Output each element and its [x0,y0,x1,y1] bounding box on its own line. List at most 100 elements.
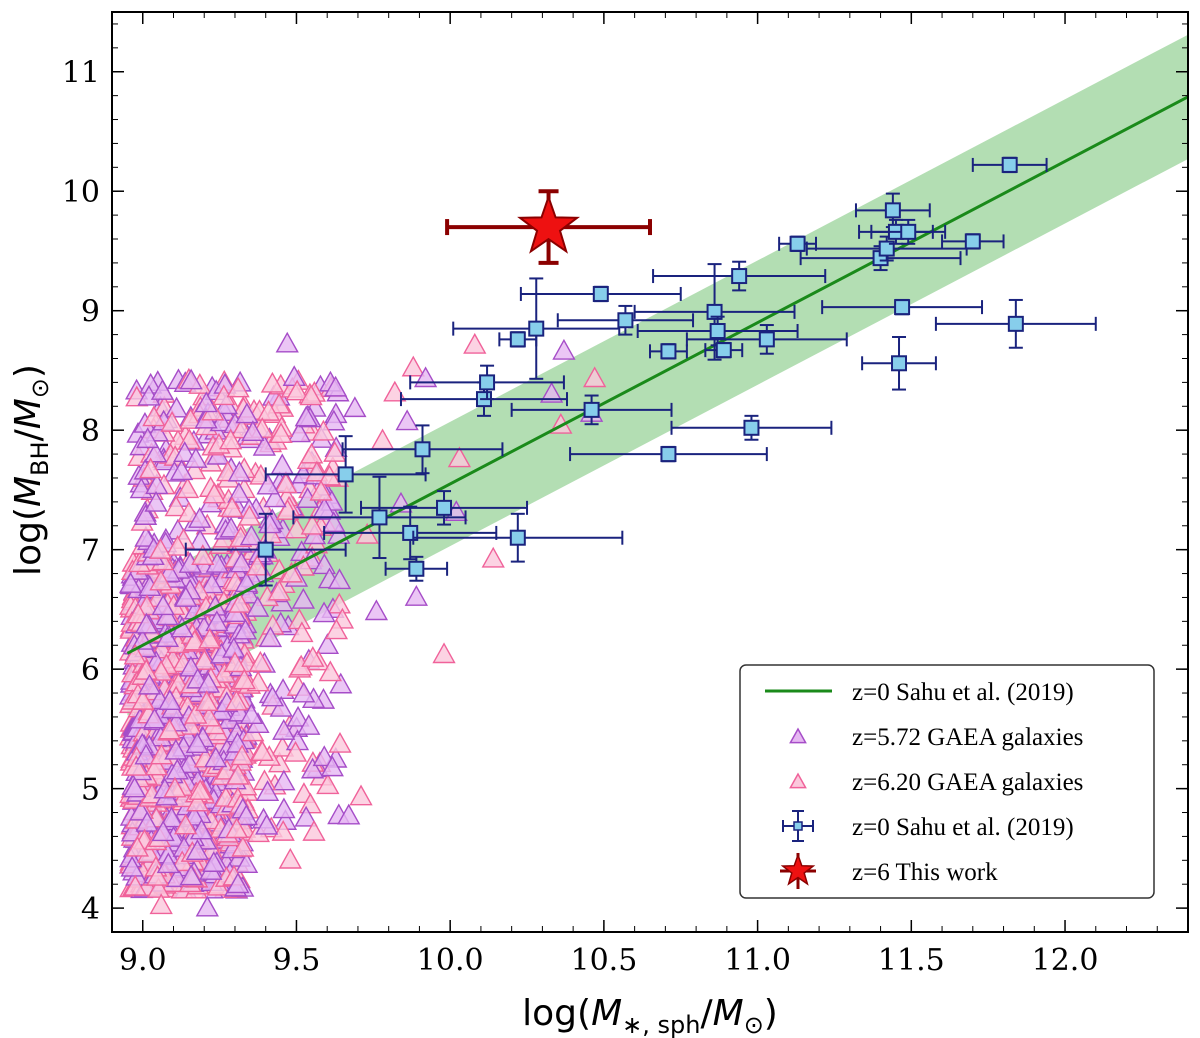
sahu-data-point [556,304,695,336]
gaea-galaxy-point [196,671,220,693]
gaea-galaxy-point [255,813,279,835]
gaea-galaxy-point [219,516,243,538]
gaea-galaxy-point [233,618,258,640]
gaea-galaxy-point [134,658,158,680]
axis-ticks [112,12,1188,933]
gaea-galaxy-point [192,649,217,670]
legend-label-gaea-620: z=6.20 GAEA galaxies [852,769,1083,796]
x-tick-label: 11.5 [878,943,945,978]
gaea-galaxy-point [126,602,150,624]
sahu-data-point [409,364,565,401]
gaea-galaxy-point [202,851,226,872]
sahu-marker [592,285,609,302]
gaea-galaxy-point [272,769,296,791]
sahu-marker [371,509,388,526]
sahu-data-point [292,475,467,560]
gaea-galaxy-point [271,819,295,841]
sahu-marker [509,529,526,546]
gaea-galaxy-point [137,673,162,695]
sahu-marker [617,312,634,329]
this-work-star-marker [517,194,580,254]
x-tick-label: 11.0 [724,943,791,978]
legend-marker-gaea-620 [789,772,807,789]
gaea-galaxy-point [123,643,147,665]
gaea-galaxy-point [270,735,295,757]
gaea-galaxy-point [149,569,173,591]
sahu-data-point [685,324,848,355]
sahu-data-point [941,233,1005,250]
gaea-galaxy-point [320,755,344,777]
gaea-galaxies-layer [118,331,607,917]
x-tick-label: 12.0 [1032,943,1099,978]
gaea-galaxy-point [224,689,249,711]
gaea-galaxy-point [228,591,252,613]
gaea-galaxy-point [258,626,283,648]
gaea-galaxy-point [481,546,505,568]
gaea-galaxy-point [145,864,170,886]
gaea-galaxy-point [300,513,324,535]
gaea-galaxy-point [185,732,209,753]
gaea-galaxy-point [204,746,228,768]
gaea-galaxy-point [164,738,188,760]
gaea-galaxy-point [245,554,269,576]
gaea-galaxy-point [146,877,171,898]
gaea-galaxy-point [159,806,184,828]
gaea-galaxy-point [317,464,342,486]
gaea-galaxy-point [300,757,325,779]
gaea-galaxy-point [539,381,564,403]
sahu-marker [964,233,981,250]
gaea-galaxy-point [234,804,258,826]
gaea-galaxy-point [252,434,277,456]
relation-line [126,95,1188,655]
sahu-marker [660,446,677,463]
gaea-galaxy-point [165,534,190,556]
gaea-galaxy-point [151,820,175,842]
sahu-data-point [341,424,504,475]
sahu-data-point [652,260,827,292]
y-tick-label: 11 [62,56,100,91]
gaea-galaxy-point [226,872,250,894]
gaea-galaxy-point [300,442,324,464]
gaea-galaxy-point [267,392,291,414]
sahu-data-point [649,343,688,360]
gaea-galaxy-point [195,895,219,917]
gaea-galaxy-point [349,784,373,806]
sahu-marker [1007,315,1024,332]
x-tick-label: 9.0 [119,943,167,978]
gaea-galaxy-point [337,803,361,825]
gaea-galaxy-point [165,758,189,780]
gaea-galaxy-point [290,621,314,643]
sahu-marker [758,331,775,348]
gaea-galaxy-point [226,763,250,785]
sahu-data-point [861,335,937,391]
gaea-galaxy-point [229,551,254,573]
gaea-galaxy-point [299,384,323,406]
sahu-data-point [384,555,449,582]
gaea-galaxy-point [230,744,254,766]
gaea-galaxy-point [239,524,264,546]
gaea-galaxy-point [151,594,175,616]
sahu-marker [509,331,526,348]
gaea-galaxy-point [169,459,194,481]
sahu-marker [884,202,901,219]
gaea-galaxy-point [278,847,302,869]
gaea-galaxy-point [225,817,249,839]
gaea-galaxy-point [323,375,348,397]
gaea-galaxy-point [272,719,296,740]
sahu-data-point [934,298,1097,349]
gaea-galaxy-point [188,779,212,800]
y-tick-label: 9 [81,295,100,330]
gaea-galaxy-point [583,366,607,388]
gaea-galaxy-point [198,627,222,649]
gaea-galaxy-point [316,773,340,795]
gaea-galaxy-point [200,572,224,594]
sahu-marker [900,223,917,240]
legend-sahu-square [793,821,803,831]
this-work-layer [445,189,652,265]
gaea-galaxy-point [263,486,287,508]
gaea-galaxy-point [188,507,212,528]
gaea-galaxy-point [164,495,188,517]
y-tick-labels: 4 5 6 7 8 9 10 11 [62,56,100,927]
gaea-galaxy-point [142,405,166,427]
gaea-galaxy-point [328,731,352,753]
